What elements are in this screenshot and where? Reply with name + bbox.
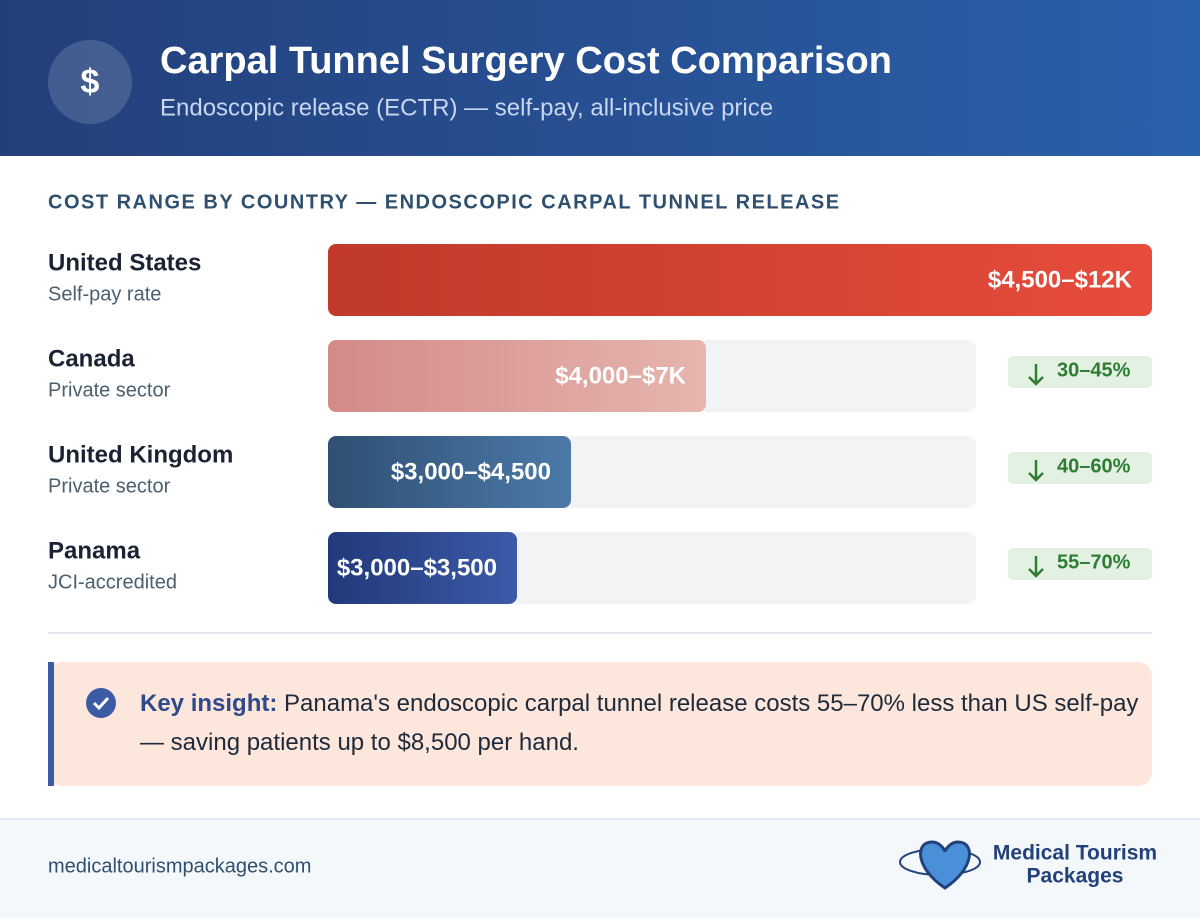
value-label: $4,500–$12K: [988, 266, 1133, 293]
value-label: $3,000–$4,500: [391, 458, 551, 485]
country-sub: Private sector: [48, 475, 171, 497]
savings-badge: [1008, 356, 1152, 388]
savings-text: 40–60%: [1057, 455, 1131, 477]
value-label: $4,000–$7K: [555, 362, 686, 389]
logo-heart: [919, 840, 971, 890]
insight-label: Key insight:: [140, 690, 278, 717]
header-icon: [48, 40, 132, 124]
footer-url: medicaltourismpackages.com: [48, 855, 311, 877]
bar: [328, 244, 1152, 316]
bar: [328, 340, 706, 412]
country-name: United States: [48, 249, 201, 276]
value-label: $3,000–$3,500: [337, 554, 497, 581]
bar: [328, 436, 571, 508]
title: Carpal Tunnel Surgery Cost Comparison: [160, 40, 892, 82]
insight-body: Panama's endoscopic carpal tunnel releas…: [140, 690, 1139, 756]
country-name: United Kingdom: [48, 441, 233, 468]
insight-text: Key insight: Panama's endoscopic carpal …: [140, 684, 1140, 762]
subtitle: Endoscopic release (ECTR) — self-pay, al…: [160, 94, 773, 121]
section-title: COST RANGE BY COUNTRY — ENDOSCOPIC CARPA…: [48, 191, 841, 213]
check-mark: [92, 696, 110, 711]
down-arrow: [1028, 556, 1044, 578]
logo-text: Packages: [1027, 865, 1124, 888]
country-name: Panama: [48, 537, 141, 564]
country-sub: Self-pay rate: [48, 283, 161, 305]
down-arrow: [1028, 460, 1044, 482]
icon-text: $: [81, 63, 100, 101]
savings-badge: [1008, 452, 1152, 484]
footer-bg: [0, 818, 1200, 918]
country-sub: Private sector: [48, 379, 171, 401]
check-icon: [86, 688, 116, 718]
savings-badge: [1008, 548, 1152, 580]
insight-box: [48, 662, 1152, 786]
country-name: Canada: [48, 345, 135, 372]
country-sub: JCI-accredited: [48, 571, 177, 593]
header-bg: [0, 0, 1200, 156]
insight-border: [48, 662, 54, 786]
savings-text: 30–45%: [1057, 359, 1131, 381]
logo-text: Medical Tourism: [993, 842, 1157, 865]
savings-text: 55–70%: [1057, 551, 1131, 573]
bar: [328, 532, 517, 604]
down-arrow: [1028, 364, 1044, 386]
